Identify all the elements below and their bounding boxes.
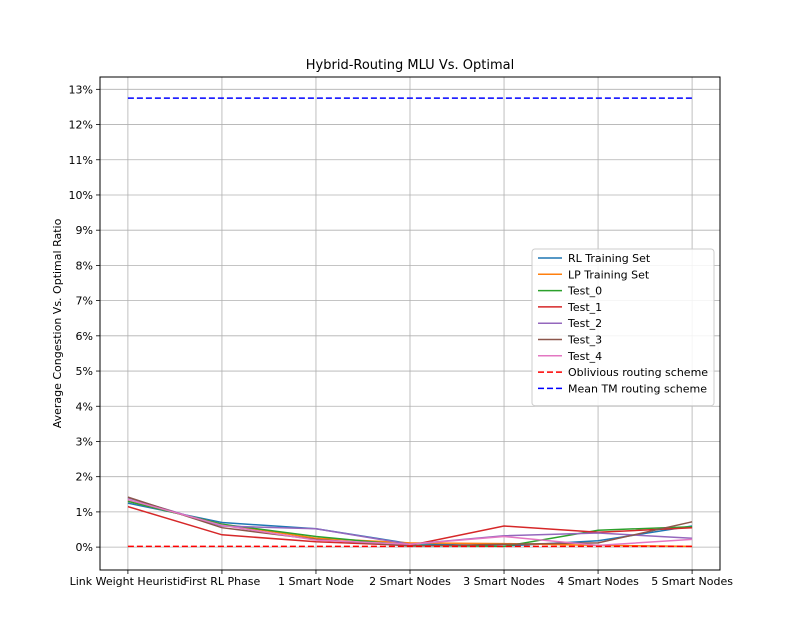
- y-tick-label: 6%: [76, 330, 93, 343]
- chart-title: Hybrid-Routing MLU Vs. Optimal: [306, 58, 514, 73]
- y-tick-label: 7%: [76, 295, 93, 308]
- legend-label: Test_0: [567, 285, 602, 298]
- legend-label: Test_3: [567, 334, 602, 347]
- x-tick-label: 3 Smart Nodes: [463, 575, 545, 588]
- series-line-test-4: [127, 498, 693, 547]
- y-ticks: 0% 1% 2% 3% 4% 5% 6% 7% 8% 9% 10% 11% 12% 13%: [69, 83, 100, 554]
- legend-label: Test_1: [567, 301, 602, 314]
- x-tick-label: 4 Smart Nodes: [557, 575, 639, 588]
- grid: [100, 77, 720, 570]
- legend-label: Test_2: [567, 317, 602, 330]
- legend-label: RL Training Set: [568, 252, 651, 265]
- x-tick-label: 5 Smart Nodes: [651, 575, 733, 588]
- y-tick-label: 4%: [76, 400, 93, 413]
- y-tick-label: 5%: [76, 365, 93, 378]
- y-tick-label: 3%: [76, 435, 93, 448]
- y-tick-label: 13%: [69, 83, 93, 96]
- x-tick-label: First RL Phase: [184, 575, 261, 588]
- y-tick-label: 2%: [76, 471, 93, 484]
- y-tick-label: 12%: [69, 119, 93, 132]
- y-axis-label: Average Congestion Vs. Optimal Ratio: [51, 218, 64, 428]
- legend-label: Oblivious routing scheme: [568, 366, 708, 379]
- y-tick-label: 11%: [69, 154, 93, 167]
- legend-label: LP Training Set: [568, 268, 650, 281]
- series-lines: [127, 97, 693, 548]
- x-tick-label: 2 Smart Nodes: [369, 575, 451, 588]
- x-tick-label: 1 Smart Node: [278, 575, 354, 588]
- legend-label: Test_4: [567, 350, 602, 363]
- y-tick-label: 8%: [76, 259, 93, 272]
- legend-label: Mean TM routing scheme: [568, 382, 707, 395]
- legend-box: [531, 248, 715, 407]
- x-tick-label: Link Weight Heuristic: [70, 575, 187, 588]
- y-tick-label: 10%: [69, 189, 93, 202]
- y-tick-label: 1%: [76, 506, 93, 519]
- y-tick-label: 0%: [76, 541, 93, 554]
- legend: RL Training Set LP Training Set Test_0 Test…: [531, 248, 715, 407]
- y-tick-label: 9%: [76, 224, 93, 237]
